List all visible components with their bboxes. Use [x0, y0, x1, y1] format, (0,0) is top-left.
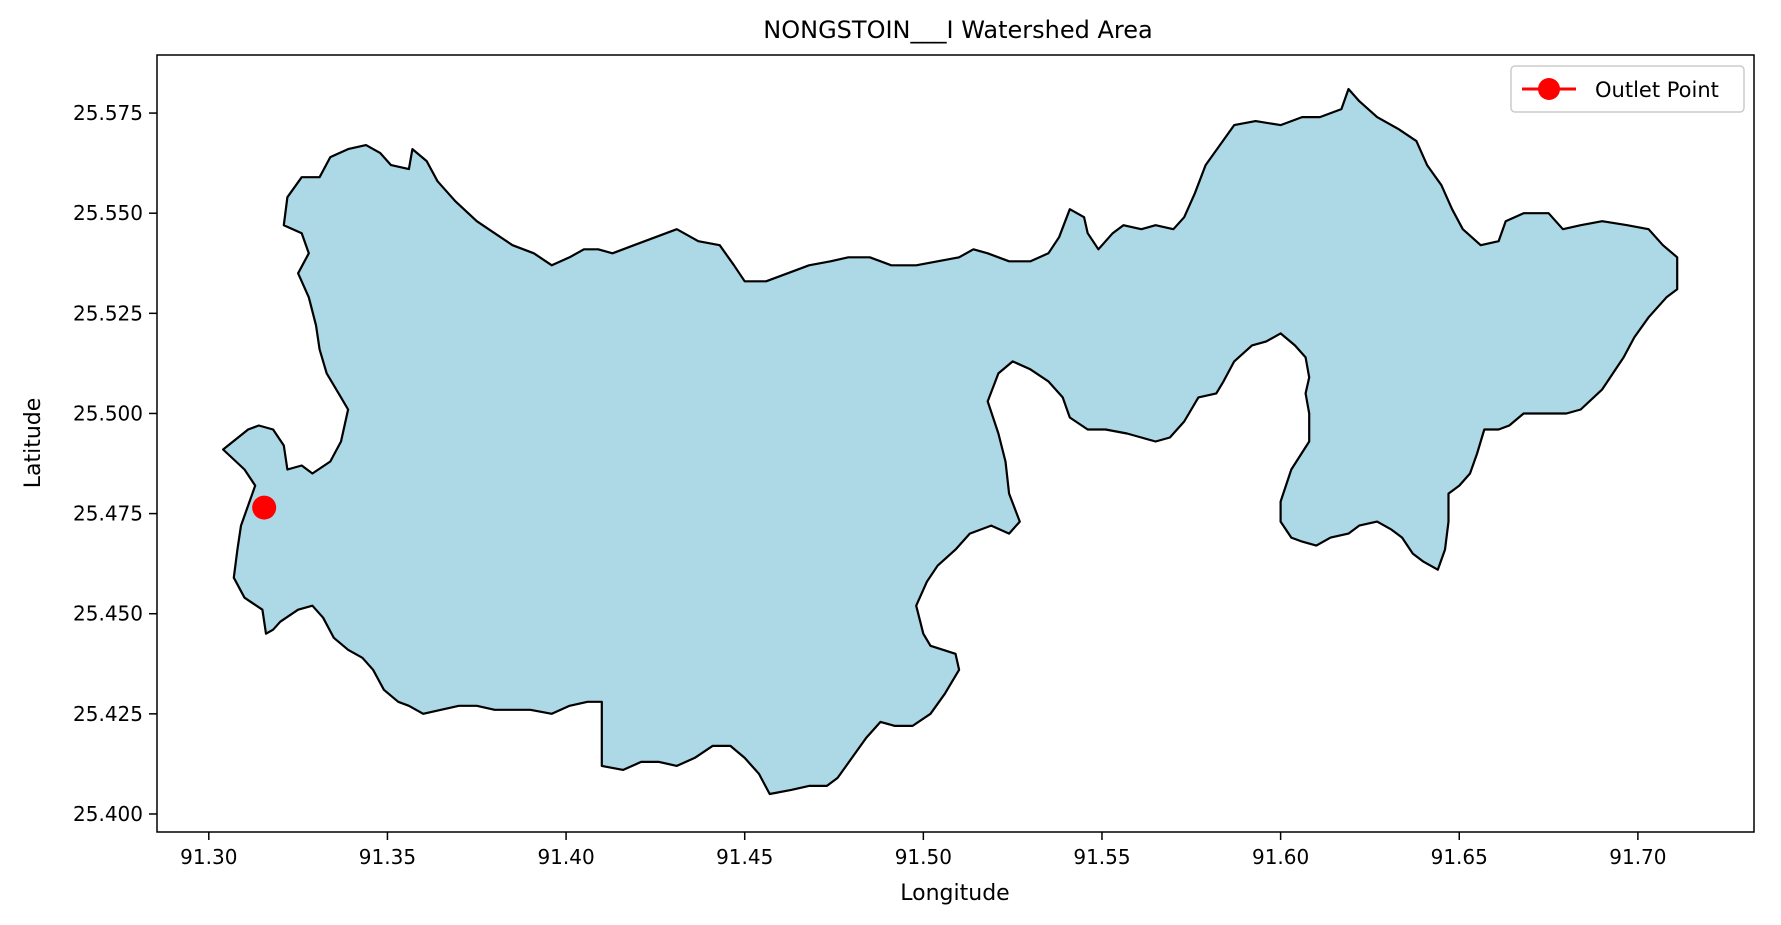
y-tick-label: 25.425 — [73, 702, 143, 726]
outlet-point — [252, 495, 277, 520]
x-tick-label: 91.50 — [895, 845, 952, 869]
x-axis-ticks: 91.30 91.35 91.40 91.45 91.50 91.55 91.60 91.65… — [180, 832, 1667, 869]
x-tick-label: 91.60 — [1252, 845, 1309, 869]
y-tick-label: 25.450 — [73, 602, 143, 626]
plot-area — [222, 87, 1679, 796]
y-axis-label: Latitude — [21, 398, 46, 489]
watershed-polygon — [222, 87, 1679, 796]
x-tick-label: 91.40 — [537, 845, 594, 869]
legend: Outlet Point — [1510, 65, 1745, 113]
x-tick-label: 91.35 — [359, 845, 416, 869]
y-tick-label: 25.550 — [73, 201, 143, 225]
x-axis-label: Longitude — [900, 881, 1009, 906]
y-axis-ticks: 25.400 25.425 25.450 25.475 25.500 25.525 25.5… — [73, 101, 157, 826]
map-title: NONGSTOIN___I Watershed Area — [763, 16, 1152, 44]
legend-entry-outlet-point: Outlet Point — [1595, 78, 1719, 102]
x-tick-label: 91.45 — [716, 845, 773, 869]
y-tick-label: 25.525 — [73, 301, 143, 325]
legend-box — [1510, 65, 1745, 113]
legend-marker-swatch — [1538, 78, 1560, 100]
y-tick-label: 25.575 — [73, 101, 143, 125]
outlet-point-marker — [252, 495, 277, 520]
x-tick-label: 91.30 — [180, 845, 237, 869]
y-tick-label: 25.475 — [73, 502, 143, 526]
x-tick-label: 91.55 — [1073, 845, 1130, 869]
x-tick-label: 91.65 — [1431, 845, 1488, 869]
x-tick-label: 91.70 — [1609, 845, 1666, 869]
y-tick-label: 25.500 — [73, 401, 143, 425]
y-tick-label: 25.400 — [73, 802, 143, 826]
axes-frame — [156, 54, 1755, 833]
